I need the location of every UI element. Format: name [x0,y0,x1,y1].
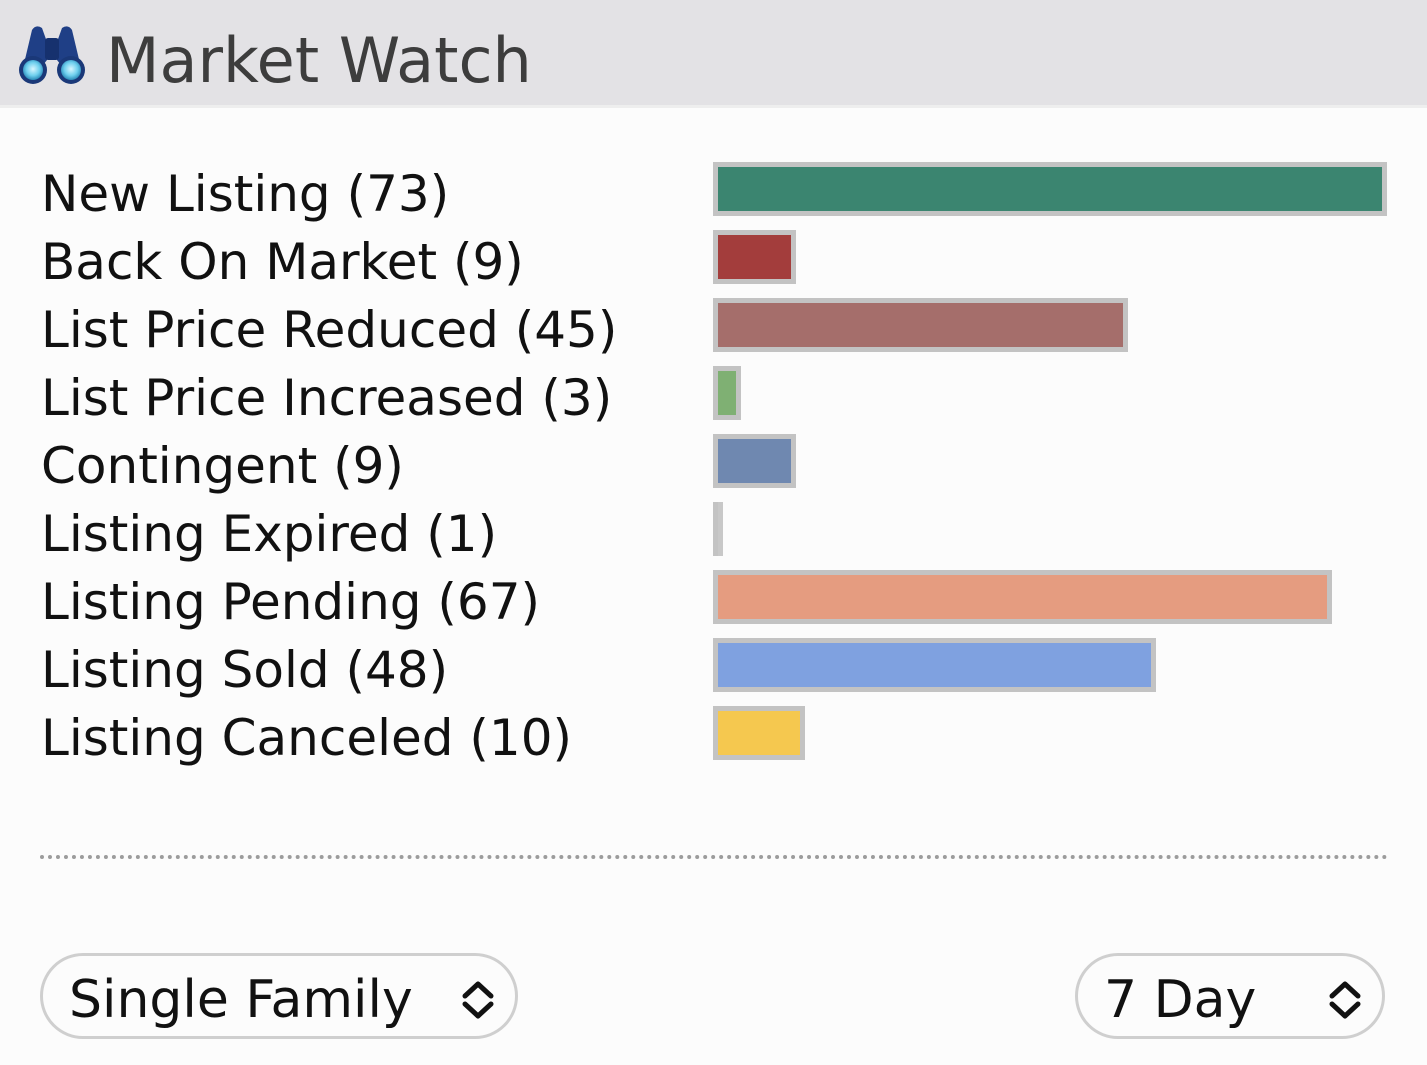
chevron-up-down-icon [462,981,494,1019]
chart-bar[interactable] [713,706,805,760]
chart-bar[interactable] [713,162,1387,216]
chart-row[interactable]: Listing Pending (67) [0,568,1427,636]
property-type-select[interactable]: Single Family [40,953,518,1039]
chevron-up-down-icon [1329,981,1361,1019]
chart-row[interactable]: Back On Market (9) [0,228,1427,296]
widget-title: Market Watch [106,24,532,97]
section-divider [40,855,1388,859]
chart-row[interactable]: Listing Canceled (10) [0,704,1427,772]
chart-row[interactable]: List Price Increased (3) [0,364,1427,432]
chart-bar[interactable] [713,298,1128,352]
chart-row-label: Listing Canceled (10) [41,709,573,767]
chart-bar[interactable] [713,230,796,284]
chart-bar[interactable] [713,638,1156,692]
chart-bar[interactable] [713,570,1332,624]
chart-row-label: Listing Pending (67) [41,573,541,631]
chart-row-label: Contingent (9) [41,437,404,495]
chart-row-label: Listing Sold (48) [41,641,449,699]
chart-row[interactable]: Contingent (9) [0,432,1427,500]
chart-row-label: Listing Expired (1) [41,505,498,563]
binoculars-icon [19,26,85,84]
chart-bar[interactable] [713,366,741,420]
period-value: 7 Day [1104,970,1257,1030]
chart-row[interactable]: List Price Reduced (45) [0,296,1427,364]
chart-bar[interactable] [713,434,796,488]
chart-row[interactable]: New Listing (73) [0,160,1427,228]
chart-row-label: New Listing (73) [41,165,450,223]
period-select[interactable]: 7 Day [1075,953,1385,1039]
chart-row[interactable]: Listing Sold (48) [0,636,1427,704]
widget-header: Market Watch [0,0,1427,108]
chart-row-label: Back On Market (9) [41,233,524,291]
chart-row[interactable]: Listing Expired (1) [0,500,1427,568]
chart-row-label: List Price Increased (3) [41,369,613,427]
chart-row-label: List Price Reduced (45) [41,301,618,359]
chart-bar[interactable] [713,502,723,556]
property-type-value: Single Family [69,970,413,1030]
